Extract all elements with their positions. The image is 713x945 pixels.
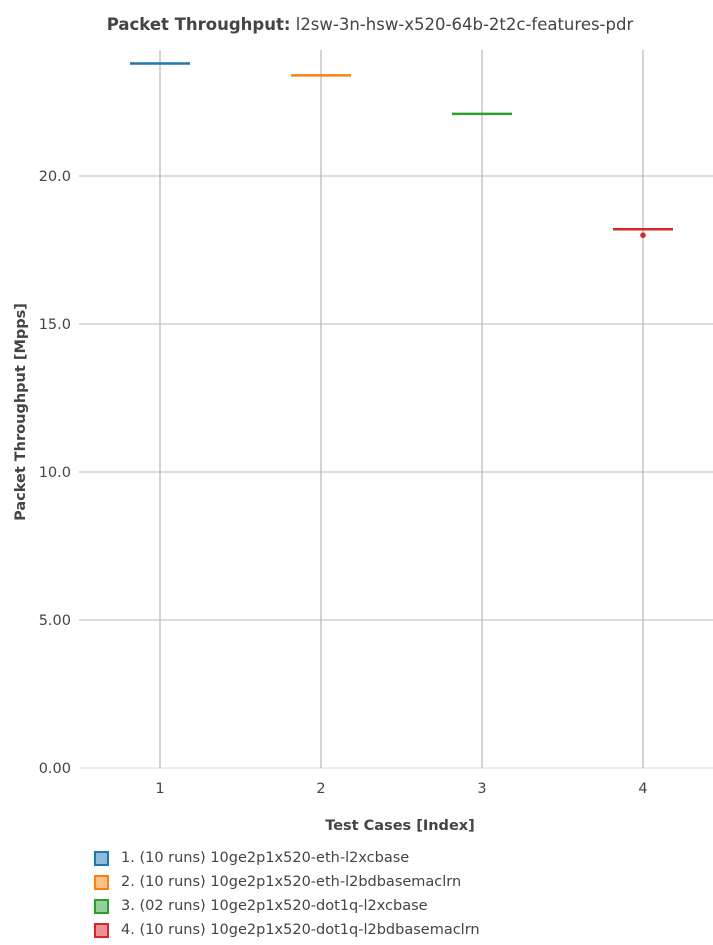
grid [79, 50, 713, 769]
legend-swatch [94, 898, 109, 914]
x-tick-label: 2 [316, 781, 325, 797]
x-axis-label: Test Cases [Index] [325, 818, 475, 834]
x-tick-label: 1 [155, 781, 164, 797]
chart-title-rest: l2sw-3n-hsw-x520-64b-2t2c-features-pdr [290, 15, 633, 34]
series-marks [130, 62, 673, 238]
y-axis-label: Packet Throughput [Mpps] [13, 303, 29, 521]
legend-swatch [94, 922, 109, 938]
legend-swatch [94, 850, 109, 866]
legend-label: 3. (02 runs) 10ge2p1x520-dot1q-l2xcbase [121, 898, 428, 914]
legend-label: 4. (10 runs) 10ge2p1x520-dot1q-l2bdbasem… [121, 922, 480, 938]
y-tick-label: 15.0 [39, 317, 71, 333]
chart-title: Packet Throughput: l2sw-3n-hsw-x520-64b-… [107, 15, 634, 34]
legend-item[interactable]: 4. (10 runs) 10ge2p1x520-dot1q-l2bdbasem… [94, 918, 480, 942]
legend-item[interactable]: 1. (10 runs) 10ge2p1x520-eth-l2xcbase [94, 846, 480, 870]
legend-label: 2. (10 runs) 10ge2p1x520-eth-l2bdbasemac… [121, 874, 462, 890]
y-tick-label: 10.0 [39, 465, 71, 481]
chart-title-prefix: Packet Throughput: [107, 15, 291, 34]
outlier-point [640, 232, 646, 238]
y-tick-label: 0.00 [39, 761, 71, 777]
y-tick-label: 5.00 [39, 613, 71, 629]
y-axis-ticks: 0.00 5.00 10.0 15.0 20.0 [39, 169, 71, 777]
legend-swatch [94, 874, 109, 890]
y-tick-label: 20.0 [39, 169, 71, 185]
legend: 1. (10 runs) 10ge2p1x520-eth-l2xcbase 2. … [94, 846, 480, 942]
legend-label: 1. (10 runs) 10ge2p1x520-eth-l2xcbase [121, 850, 410, 866]
legend-item[interactable]: 2. (10 runs) 10ge2p1x520-eth-l2bdbasemac… [94, 870, 480, 894]
x-tick-label: 3 [477, 781, 486, 797]
legend-item[interactable]: 3. (02 runs) 10ge2p1x520-dot1q-l2xcbase [94, 894, 480, 918]
x-tick-label: 4 [638, 781, 647, 797]
x-axis-ticks: 1 2 3 4 [155, 781, 647, 797]
